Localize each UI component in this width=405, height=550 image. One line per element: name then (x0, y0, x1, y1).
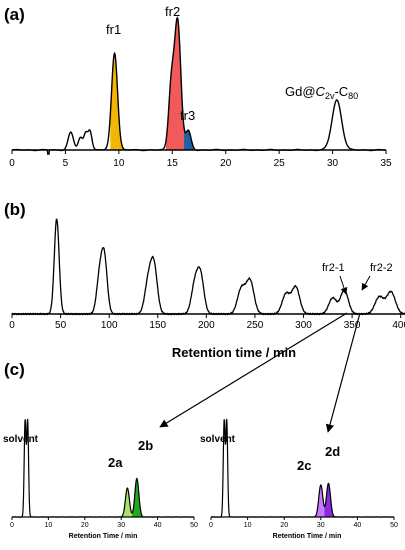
panel-a-label: (a) (4, 5, 25, 24)
cl-x-tick-label: 20 (81, 522, 89, 529)
cr-x-tick-label: 20 (280, 522, 288, 529)
a-x-tick-label: 10 (113, 158, 125, 169)
panel-c-right-chart: 0 10 20 30 40 50 solvent 2c 2d Retention Time… (200, 418, 398, 540)
solvent-label-left: solvent (3, 434, 39, 445)
fr2-2-pointer (361, 275, 371, 291)
peak-2c-label: 2c (297, 458, 311, 473)
b-x-tick-label: 100 (101, 320, 118, 331)
cl-x-tick-label: 40 (154, 522, 162, 529)
panel-c-left-chart: 0 10 20 30 40 50 solvent 2a 2b Retention Time… (3, 418, 198, 540)
a-x-tick-label: 5 (63, 158, 69, 169)
b-x-tick-label: 150 (149, 320, 166, 331)
cl-x-tick-label: 30 (117, 522, 125, 529)
a-x-tick-label: 20 (220, 158, 232, 169)
fr2-2-label: fr2-2 (370, 262, 393, 274)
cl-x-tick-label: 50 (190, 522, 198, 529)
arrow-fr2-1-to-2b (159, 312, 348, 428)
panel-c-right-x-axis-label: Retention Time / min (273, 533, 342, 540)
b-x-tick-label: 200 (198, 320, 215, 331)
panel-a-chart: 0 5 10 15 20 25 30 35 fr1 fr2 fr3 Gd@C2v-C80 (9, 4, 392, 169)
chromatogram-a-trace (11, 16, 387, 155)
solvent-label-right: solvent (200, 434, 236, 445)
fr2-label: fr2 (165, 4, 180, 19)
b-x-tick-label: 400 (392, 320, 405, 331)
b-x-tick-label: 300 (295, 320, 312, 331)
fr2-1-label: fr2-1 (322, 262, 345, 274)
arrow-fr2-2-to-2d (325, 312, 361, 433)
cr-x-tick-label: 30 (317, 522, 325, 529)
panel-b-x-axis-label: Retention time / min (172, 345, 296, 360)
panel-c-label: (c) (4, 360, 25, 379)
fraction-fill-2d (324, 483, 334, 517)
a-x-tick-label: 25 (274, 158, 286, 169)
peak-2d-label: 2d (325, 444, 340, 459)
panel-b-label: (b) (4, 200, 26, 219)
peak-2a-label: 2a (108, 455, 123, 470)
chromatogram-b-trace (11, 218, 405, 316)
panel-b-chart: 050100150200250300350400450 Retention ti… (9, 218, 405, 360)
b-x-tick-label: 0 (9, 320, 15, 331)
a-x-tick-label: 15 (167, 158, 179, 169)
panel-c-left-x-axis-label: Retention Time / min (69, 533, 138, 540)
a-x-tick-label: 35 (380, 158, 392, 169)
cr-x-tick-label: 0 (209, 522, 213, 529)
a-x-tick-label: 30 (327, 158, 339, 169)
fr2-1-pointer (339, 275, 348, 295)
fr1-label: fr1 (106, 22, 121, 37)
fraction-fill-2a (122, 488, 133, 517)
cr-x-tick-label: 50 (390, 522, 398, 529)
fraction-fill-2b (132, 478, 142, 517)
cl-x-tick-label: 10 (45, 522, 53, 529)
peak-2b-label: 2b (138, 438, 153, 453)
cr-x-tick-label: 40 (354, 522, 362, 529)
b-x-tick-label: 250 (247, 320, 264, 331)
cl-x-tick-label: 0 (10, 522, 14, 529)
chromatogram-c-left-trace (11, 418, 195, 518)
a-x-tick-label: 0 (9, 158, 15, 169)
cr-x-tick-label: 10 (244, 522, 252, 529)
b-x-tick-label: 50 (55, 320, 67, 331)
b-x-tick-label: 350 (344, 320, 361, 331)
fr3-label: fr3 (180, 108, 195, 123)
gd-c80-label: Gd@C2v-C80 (285, 84, 358, 101)
